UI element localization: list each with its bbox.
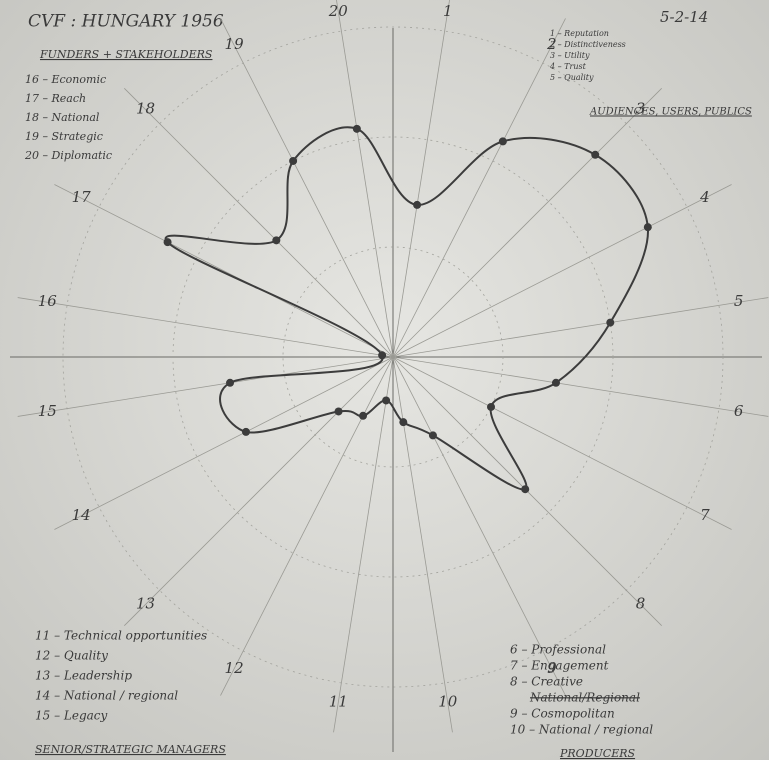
radar-point bbox=[552, 379, 560, 387]
group-heading: AUDIENCES, USERS, PUBLICS bbox=[589, 107, 752, 118]
group-heading: PRODUCERS bbox=[559, 747, 636, 760]
radar-point bbox=[429, 431, 437, 439]
radar-point bbox=[289, 157, 297, 165]
spoke-label: 6 bbox=[734, 402, 744, 420]
radar-point bbox=[242, 428, 250, 436]
radar-point bbox=[226, 379, 234, 387]
group-item: 16 – Economic bbox=[25, 73, 106, 86]
radar-point bbox=[399, 418, 407, 426]
group-item: 10 – National / regional bbox=[510, 723, 653, 737]
group-item: 8 – Creative bbox=[510, 675, 583, 689]
group-item: 13 – Leadership bbox=[35, 669, 132, 683]
radar-point bbox=[499, 137, 507, 145]
radar-point bbox=[359, 412, 367, 420]
radar-point bbox=[521, 485, 529, 493]
group-item: 17 – Reach bbox=[25, 92, 86, 105]
group-heading: SENIOR/STRATEGIC MANAGERS bbox=[35, 743, 226, 756]
group-item: 12 – Quality bbox=[35, 649, 108, 663]
spoke-label: 19 bbox=[225, 35, 245, 53]
group-item: 7 – Engagement bbox=[510, 659, 609, 673]
spoke-label: 15 bbox=[38, 402, 57, 420]
group-heading: FUNDERS + STAKEHOLDERS bbox=[39, 48, 213, 61]
radar-point bbox=[378, 351, 386, 359]
radar-point bbox=[353, 125, 361, 133]
radar-point bbox=[164, 238, 172, 246]
group-item: 4 – Trust bbox=[549, 62, 587, 71]
group-item: 11 – Technical opportunities bbox=[35, 629, 207, 643]
spoke-label: 8 bbox=[636, 594, 646, 612]
spoke-label: 12 bbox=[225, 659, 244, 677]
group-item: 14 – National / regional bbox=[35, 689, 178, 703]
group-item: 19 – Strategic bbox=[25, 130, 103, 143]
radar-point bbox=[272, 236, 280, 244]
spoke-label: 4 bbox=[699, 188, 710, 206]
radar-point bbox=[382, 396, 390, 404]
group-item: 15 – Legacy bbox=[35, 709, 108, 723]
group-item: 6 – Professional bbox=[510, 643, 606, 657]
chart-title: CVF : HUNGARY 1956 bbox=[28, 12, 224, 32]
group-item: National/Regional bbox=[529, 691, 640, 705]
radar-point bbox=[606, 319, 614, 327]
radar-point bbox=[335, 407, 343, 415]
group-item: 1 – Reputation bbox=[550, 29, 609, 38]
radar-point bbox=[413, 201, 421, 209]
spoke-label: 11 bbox=[329, 693, 348, 711]
spoke-label: 13 bbox=[136, 594, 155, 612]
group-item: 3 – Utility bbox=[550, 51, 590, 60]
radar-point bbox=[644, 223, 652, 231]
group-item: 20 – Diplomatic bbox=[24, 149, 112, 162]
spoke-label: 20 bbox=[328, 2, 349, 20]
group-item: 2 – Distinctiveness bbox=[549, 40, 626, 49]
spoke-label: 10 bbox=[438, 693, 458, 711]
chart: CVF : HUNGARY 1956 5-2-14 12345678910111… bbox=[0, 0, 769, 760]
group-item: 9 – Cosmopolitan bbox=[510, 707, 615, 721]
spoke-label: 16 bbox=[38, 292, 58, 310]
group-item: 5 – Quality bbox=[550, 73, 594, 82]
spoke-label: 7 bbox=[700, 506, 710, 524]
spoke-label: 18 bbox=[136, 100, 155, 118]
spoke-label: 1 bbox=[443, 2, 453, 20]
spoke-label: 5 bbox=[734, 292, 744, 310]
date: 5-2-14 bbox=[660, 8, 708, 26]
spoke-label: 17 bbox=[72, 188, 92, 206]
spoke-label: 14 bbox=[72, 506, 91, 524]
radar-point bbox=[487, 403, 495, 411]
radar-point bbox=[591, 151, 599, 159]
group-item: 18 – National bbox=[25, 111, 100, 124]
